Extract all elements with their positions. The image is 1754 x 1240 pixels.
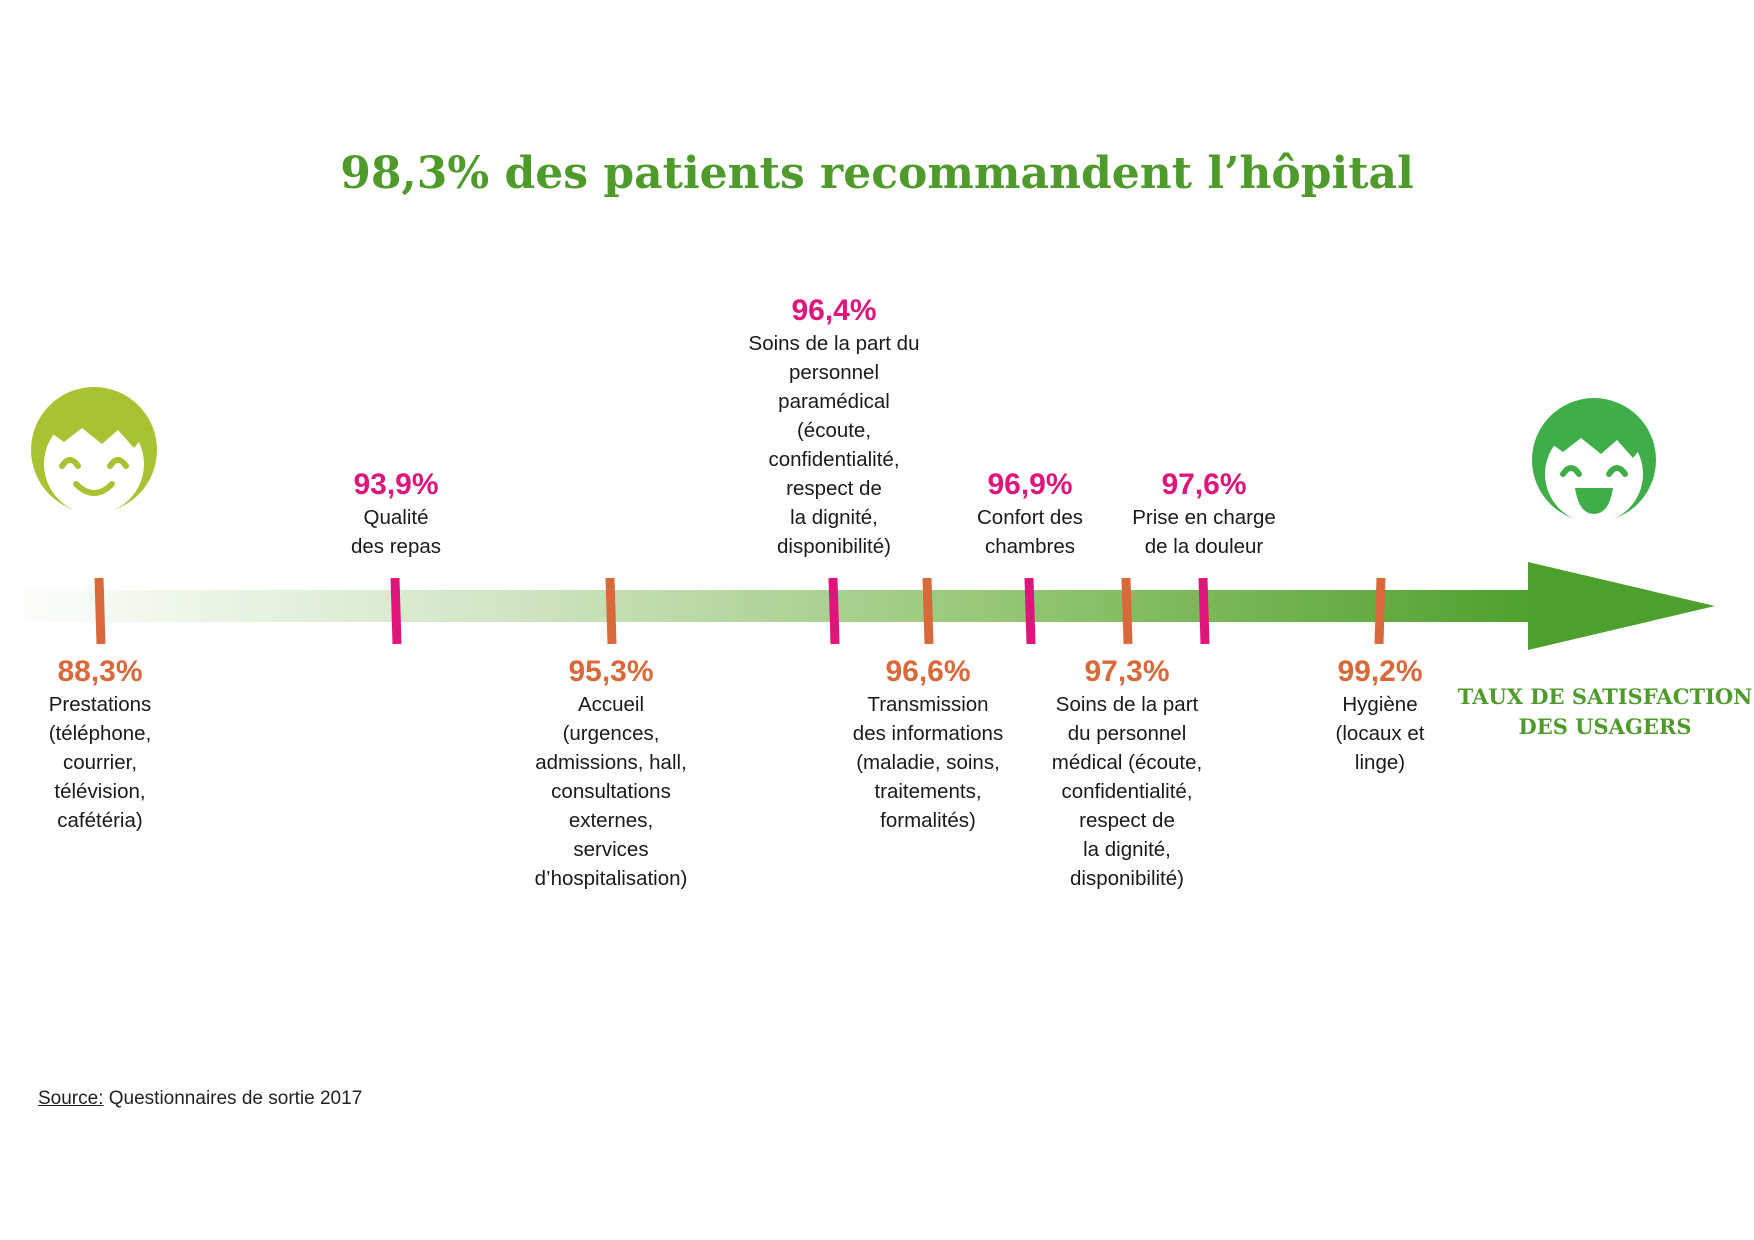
timeline-item: 95,3% Accueil (urgences, admissions, hall… xyxy=(535,654,688,893)
item-description: Confort des chambres xyxy=(977,506,1083,558)
tick-mark xyxy=(94,577,106,645)
item-description: Accueil (urgences, admissions, hall, con… xyxy=(534,693,688,890)
tick-mark xyxy=(390,577,402,645)
item-percentage: 96,9% xyxy=(987,468,1073,501)
timeline-item: 96,6% Transmission des informations (mala… xyxy=(853,654,1003,835)
tick-mark xyxy=(828,577,840,645)
item-description: Transmission des informations (maladie, … xyxy=(852,693,1004,832)
item-description: Prestations (téléphone, courrier, télévi… xyxy=(48,693,152,832)
item-description: Soins de la part du personnel paramédica… xyxy=(748,332,920,558)
item-description: Prise en charge de la douleur xyxy=(1132,506,1276,558)
tick-mark xyxy=(1024,577,1036,645)
item-percentage: 96,6% xyxy=(885,655,971,688)
tick-mark xyxy=(1374,577,1386,645)
axis-arrowhead xyxy=(1528,562,1715,650)
item-description: Qualité des repas xyxy=(350,506,442,558)
item-percentage: 97,3% xyxy=(1084,655,1170,688)
source-note: Source: Questionnaires de sortie 2017 xyxy=(38,1088,362,1110)
item-percentage: 99,2% xyxy=(1337,655,1423,688)
item-description: Hygiène (locaux et linge) xyxy=(1335,693,1425,774)
item-percentage: 97,6% xyxy=(1161,468,1247,501)
item-description: Soins de la part du personnel médical (é… xyxy=(1051,693,1203,890)
axis-title: TAUX DE SATISFACTION DES USAGERS xyxy=(1457,684,1753,739)
item-percentage: 93,9% xyxy=(353,468,439,501)
smiling-face-icon xyxy=(31,387,157,514)
item-percentage: 88,3% xyxy=(57,655,143,688)
source-text: Questionnaires de sortie 2017 xyxy=(103,1088,363,1109)
timeline-item: 93,9% Qualité des repas xyxy=(351,467,441,561)
tick-mark xyxy=(1198,577,1210,645)
source-label: Source: xyxy=(38,1088,104,1109)
item-percentage: 95,3% xyxy=(568,655,654,688)
tick-mark xyxy=(1121,577,1133,645)
timeline-item: 99,2% Hygiène (locaux et linge) xyxy=(1336,654,1425,777)
laughing-face-icon xyxy=(1532,398,1656,523)
timeline-item: 97,3% Soins de la part du personnel médic… xyxy=(1052,654,1202,893)
tick-mark xyxy=(605,577,617,645)
item-percentage: 96,4% xyxy=(791,294,877,327)
tick-mark xyxy=(922,577,934,645)
satisfaction-axis-bar xyxy=(0,590,1540,622)
timeline-item: 96,4% Soins de la part du personnel param… xyxy=(749,293,920,561)
timeline-item: 97,6% Prise en charge de la douleur xyxy=(1132,467,1276,561)
page-title: 98,3% des patients recommandent l’hôpita… xyxy=(340,148,1414,199)
timeline-item: 88,3% Prestations (téléphone, courrier, t… xyxy=(49,654,152,835)
timeline-item: 96,9% Confort des chambres xyxy=(977,467,1083,561)
